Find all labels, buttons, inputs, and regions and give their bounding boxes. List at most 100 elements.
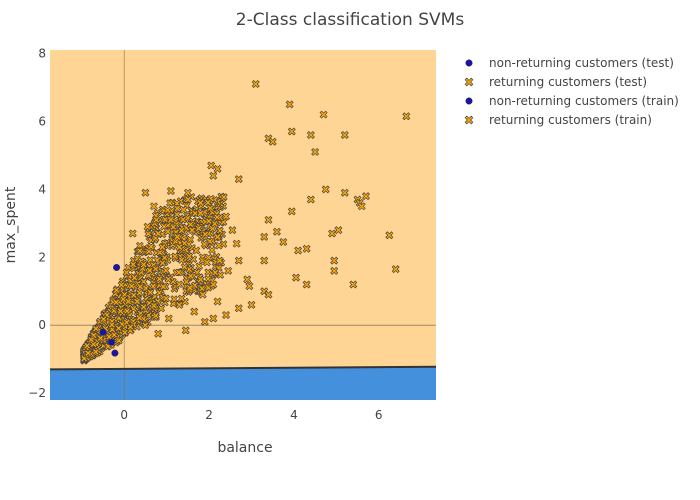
point-1-32 bbox=[330, 256, 339, 265]
point-1-39 bbox=[245, 282, 254, 291]
point-1-25 bbox=[385, 231, 394, 240]
y-tick-label: −2 bbox=[28, 386, 46, 400]
legend-item[interactable]: returning customers (train) bbox=[464, 113, 652, 127]
point-3-13 bbox=[222, 212, 231, 221]
point-1-36 bbox=[292, 273, 301, 282]
point-3-3 bbox=[183, 188, 192, 197]
point-1-27 bbox=[260, 232, 269, 241]
point-1-18 bbox=[340, 188, 349, 197]
point-1-41 bbox=[247, 300, 256, 309]
point-3-5 bbox=[179, 205, 188, 214]
point-1-6 bbox=[340, 130, 349, 139]
point-3-15 bbox=[202, 258, 211, 267]
y-tick-label: 8 bbox=[38, 46, 46, 60]
point-3-16 bbox=[215, 256, 224, 265]
point-1-13 bbox=[234, 175, 243, 184]
point-3-28 bbox=[200, 317, 209, 326]
point-3-17 bbox=[224, 266, 233, 275]
point-1-12 bbox=[209, 171, 218, 180]
point-1-47 bbox=[196, 209, 205, 218]
point-3-9 bbox=[173, 232, 182, 241]
point-1-0 bbox=[251, 79, 260, 88]
point-1-28 bbox=[272, 227, 281, 236]
non-returning-region bbox=[50, 366, 436, 400]
point-1-20 bbox=[357, 202, 366, 211]
y-axis-ticks: −2 0 2 4 6 8 bbox=[28, 46, 46, 400]
point-2-0 bbox=[107, 338, 116, 346]
legend-item[interactable]: returning customers (test) bbox=[464, 75, 647, 89]
point-3-22 bbox=[185, 283, 194, 292]
point-2-1 bbox=[99, 328, 107, 336]
point-0-0 bbox=[111, 349, 119, 357]
point-3-20 bbox=[209, 280, 218, 289]
point-cloud bbox=[80, 192, 228, 365]
point-3-2 bbox=[166, 187, 175, 196]
legend-label: non-returning customers (train) bbox=[489, 94, 679, 108]
point-1-8 bbox=[268, 137, 277, 146]
point-1-15 bbox=[362, 192, 371, 201]
legend-label: returning customers (test) bbox=[489, 75, 647, 89]
point-1-11 bbox=[213, 164, 222, 173]
y-tick-label: 4 bbox=[38, 182, 46, 196]
point-1-21 bbox=[287, 207, 296, 216]
point-3-7 bbox=[143, 222, 152, 231]
y-axis-title: max_spent bbox=[3, 186, 19, 263]
point-1-9 bbox=[311, 147, 320, 156]
point-3-21 bbox=[198, 290, 207, 299]
plot-area bbox=[50, 50, 436, 400]
point-1-45 bbox=[175, 243, 184, 252]
point-3-14 bbox=[232, 239, 241, 248]
point-1-4 bbox=[287, 127, 296, 136]
point-1-49 bbox=[166, 215, 175, 224]
point-3-4 bbox=[196, 198, 205, 207]
point-1-33 bbox=[330, 266, 339, 275]
point-1-17 bbox=[306, 195, 315, 204]
point-3-0 bbox=[141, 188, 150, 197]
y-tick-label: 6 bbox=[38, 114, 46, 128]
point-1-46 bbox=[188, 226, 197, 235]
legend-item[interactable]: non-returning customers (train) bbox=[465, 94, 679, 108]
point-3-19 bbox=[234, 256, 243, 265]
data-points bbox=[99, 79, 411, 357]
x-axis-ticks: 0 2 4 6 bbox=[120, 408, 382, 422]
legend-marker bbox=[465, 59, 473, 67]
point-1-2 bbox=[319, 110, 328, 119]
x-tick-label: 6 bbox=[375, 408, 383, 422]
point-0-1 bbox=[113, 263, 121, 272]
point-1-30 bbox=[302, 244, 311, 253]
point-3-27 bbox=[154, 329, 163, 338]
point-3-1 bbox=[149, 202, 158, 211]
chart-title: 2-Class classification SVMs bbox=[236, 10, 465, 30]
point-3-18 bbox=[243, 275, 252, 284]
legend-label: non-returning customers (test) bbox=[489, 56, 674, 70]
point-1-14 bbox=[321, 185, 330, 194]
point-1-34 bbox=[391, 265, 400, 274]
point-1-44 bbox=[209, 314, 218, 323]
point-3-24 bbox=[190, 307, 199, 316]
y-tick-label: 0 bbox=[38, 318, 46, 332]
point-3-6 bbox=[128, 229, 137, 238]
point-3-23 bbox=[175, 300, 184, 309]
point-1-29 bbox=[294, 246, 303, 255]
point-1-5 bbox=[306, 130, 315, 139]
legend-marker bbox=[465, 97, 473, 105]
point-1-26 bbox=[279, 237, 288, 246]
point-1-31 bbox=[260, 256, 269, 265]
point-3-8 bbox=[158, 243, 167, 252]
legend-label: returning customers (train) bbox=[489, 113, 652, 127]
legend-item[interactable]: non-returning customers (test) bbox=[465, 56, 674, 70]
x-tick-label: 4 bbox=[290, 408, 298, 422]
point-3-25 bbox=[164, 314, 173, 323]
point-1-24 bbox=[328, 229, 337, 238]
legend-marker bbox=[464, 115, 474, 125]
point-1-37 bbox=[302, 280, 311, 289]
legend: non-returning customers (test) returning … bbox=[464, 56, 679, 127]
point-1-22 bbox=[264, 215, 273, 224]
x-tick-label: 2 bbox=[205, 408, 213, 422]
point-1-40 bbox=[264, 290, 273, 299]
point-1-42 bbox=[234, 304, 243, 313]
x-axis-title: balance bbox=[217, 440, 272, 456]
point-1-1 bbox=[285, 100, 294, 109]
point-1-43 bbox=[222, 311, 231, 320]
